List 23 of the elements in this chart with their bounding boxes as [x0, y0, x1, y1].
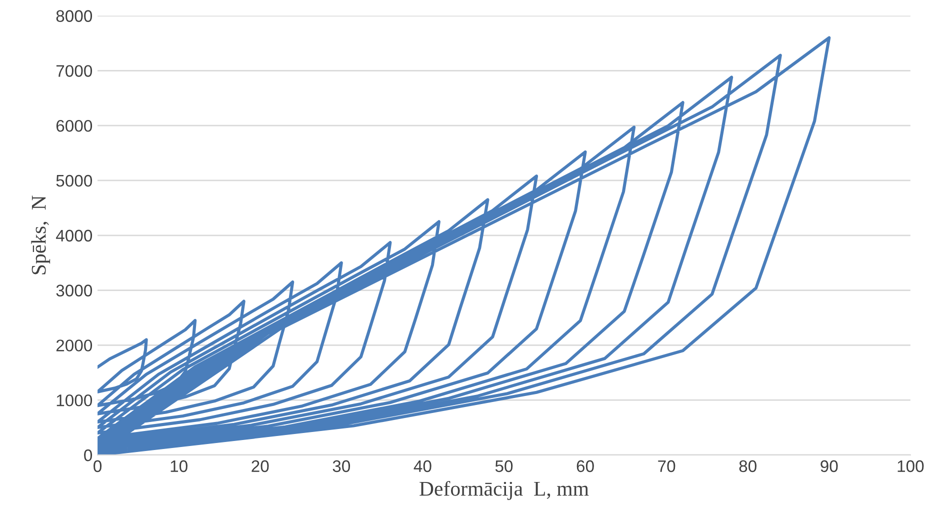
x-tick-label: 10 [170, 460, 188, 472]
x-tick-label: 60 [576, 460, 594, 472]
x-axis-title: Deformācija L, mm [420, 480, 589, 500]
x-tick-label: 90 [820, 460, 838, 472]
x-tick-label: 70 [658, 460, 676, 472]
x-tick-label: 30 [332, 460, 350, 472]
y-tick-label: 6000 [56, 120, 92, 132]
y-tick-label: 1000 [56, 394, 92, 406]
x-tick-label: 40 [414, 460, 432, 472]
y-tick-label: 2000 [56, 340, 92, 352]
x-tick-label: 80 [739, 460, 756, 472]
line-series [98, 36, 831, 455]
x-tick-label: 100 [898, 460, 924, 472]
y-axis-title: Spēks, N [31, 196, 50, 274]
x-tick-label: 50 [495, 460, 513, 472]
y-tick-label: 8000 [56, 10, 92, 22]
y-tick-label: 5000 [56, 174, 92, 187]
y-tick-label: 3000 [56, 284, 92, 296]
x-tick-label: 0 [94, 460, 102, 472]
y-tick-label: 4000 [56, 230, 92, 242]
x-tick-label: 20 [252, 460, 269, 472]
y-tick-label: 0 [84, 449, 92, 462]
y-tick-label: 7000 [56, 65, 92, 77]
